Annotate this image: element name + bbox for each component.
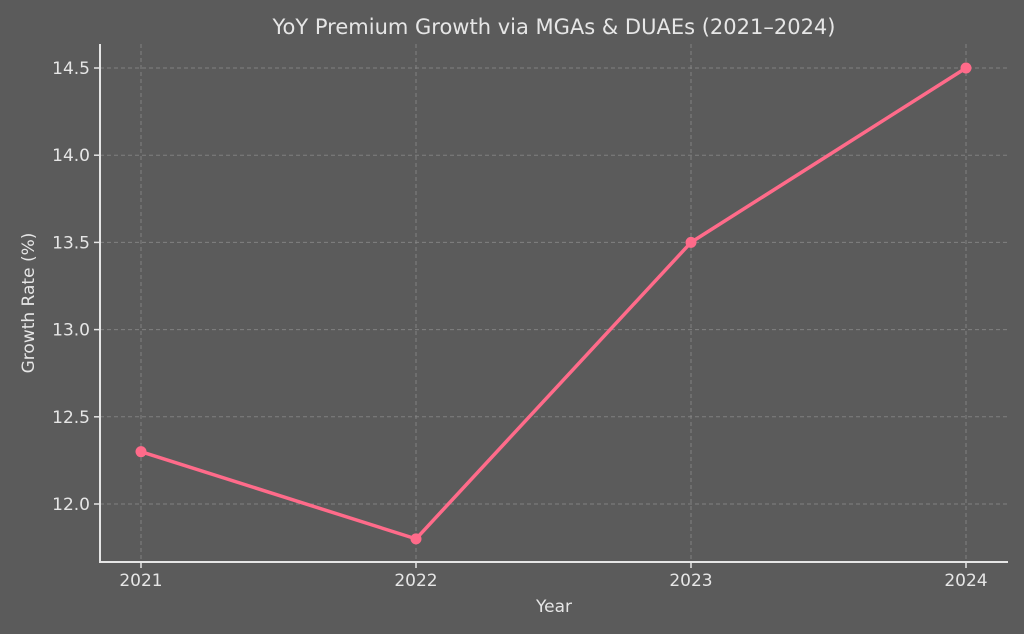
chart-title: YoY Premium Growth via MGAs & DUAEs (202… — [272, 15, 836, 39]
y-axis-ticks: 12.0 12.5 13.0 13.5 14.0 14.5 — [52, 59, 100, 515]
axes — [99, 44, 1008, 563]
data-point-marker[interactable] — [410, 533, 422, 545]
y-axis-label: Growth Rate (%) — [19, 233, 39, 374]
y-tick-label: 12.0 — [52, 495, 90, 515]
data-series — [135, 62, 972, 545]
x-tick-label: 2023 — [669, 571, 712, 591]
grid-lines — [100, 44, 1008, 562]
data-point-marker[interactable] — [960, 62, 972, 74]
x-tick-label: 2024 — [944, 571, 987, 591]
y-tick-label: 13.0 — [52, 321, 90, 341]
x-tick-label: 2021 — [119, 571, 162, 591]
data-point-marker[interactable] — [135, 446, 147, 458]
x-axis-ticks: 2021 2022 2023 2024 — [119, 562, 988, 591]
y-tick-label: 14.5 — [52, 59, 90, 79]
x-tick-label: 2022 — [394, 571, 437, 591]
data-point-marker[interactable] — [685, 236, 697, 248]
y-tick-label: 12.5 — [52, 408, 90, 428]
series-line — [139, 66, 968, 541]
x-axis-label: Year — [535, 597, 572, 617]
y-tick-label: 13.5 — [52, 233, 90, 253]
y-tick-label: 14.0 — [52, 146, 90, 166]
